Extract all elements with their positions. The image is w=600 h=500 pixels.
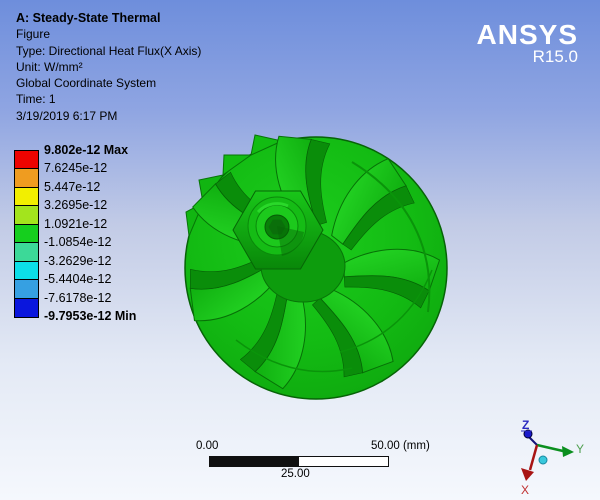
y-axis-label: Y [576, 442, 584, 456]
analysis-title: A: Steady-State Thermal [16, 11, 161, 25]
legend-band [15, 280, 38, 299]
legend-color-bar [14, 150, 39, 318]
z-axis-label: Z [522, 418, 529, 432]
scale-ruler [209, 456, 389, 467]
legend-label-max: 9.802e-12 Max [44, 143, 129, 157]
result-info-block: A: Steady-State Thermal Figure Type: Dir… [16, 10, 201, 124]
legend-label-min: -9.7953e-12 Min [44, 309, 137, 323]
z-axis-ball[interactable] [523, 429, 533, 439]
legend-label: -1.0854e-12 [44, 235, 112, 249]
legend-band [15, 169, 38, 188]
info-line-date: 3/19/2019 6:17 PM [16, 108, 118, 123]
impeller-model [178, 131, 448, 400]
scale-label-zero: 0.00 [196, 440, 219, 452]
legend-label: -5.4404e-12 [44, 272, 112, 286]
legend-band [15, 261, 38, 281]
info-line-time: Time: 1 [16, 92, 56, 107]
scale-label-mid: 25.00 [281, 468, 310, 480]
x-axis-line[interactable] [528, 444, 539, 471]
legend-label: 7.6245e-12 [44, 161, 108, 175]
legend-label: -3.2629e-12 [44, 254, 112, 268]
info-line-figure: Figure [16, 27, 51, 42]
scale-ruler-dark-half [210, 457, 299, 466]
legend-band [15, 224, 38, 244]
info-line-unit: Unit: W/mm² [16, 59, 83, 74]
legend-label: 3.2695e-12 [44, 198, 108, 212]
scale-label-fifty: 50.00 (mm) [371, 440, 430, 452]
x-axis-label: X [521, 483, 529, 497]
info-line-type: Type: Directional Heat Flux(X Axis) [16, 43, 202, 58]
z-axis-line[interactable] [528, 436, 538, 446]
legend-band [15, 298, 38, 317]
isometric-ball[interactable] [538, 455, 548, 465]
x-axis-arrow[interactable] [521, 468, 534, 481]
ansys-logo: ANSYS R15.0 [476, 19, 578, 66]
legend-label: -7.6178e-12 [44, 291, 112, 305]
triad: Z Y X [521, 418, 584, 497]
y-axis-arrow[interactable] [562, 446, 574, 457]
info-line-coordinate-system: Global Coordinate System [16, 76, 157, 91]
legend-band [15, 243, 38, 262]
ansys-logo-version: R15.0 [532, 47, 578, 66]
legend-label: 1.0921e-12 [44, 217, 108, 231]
legend-band [15, 206, 38, 225]
legend-band [15, 187, 38, 207]
legend-label: 5.447e-12 [44, 180, 101, 194]
y-axis-line[interactable] [536, 443, 564, 453]
legend-band [15, 151, 38, 170]
ansys-logo-brand: ANSYS [476, 19, 578, 50]
